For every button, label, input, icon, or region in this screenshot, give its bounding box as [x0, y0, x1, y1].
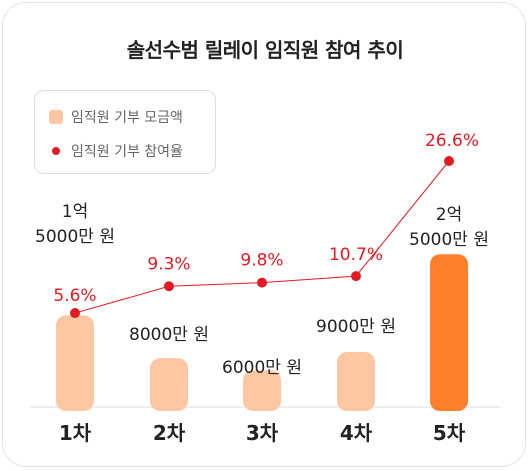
- legend-label-bars: 임직원 기부 모금액: [71, 110, 183, 126]
- bar-value-label-2: 8000만 원: [129, 325, 209, 345]
- bar-value-label-5-line1: 2억: [436, 205, 462, 225]
- line-value-label-5: 26.6%: [425, 131, 479, 151]
- line-value-label-2: 9.3%: [147, 254, 190, 274]
- line-point-3: [257, 277, 267, 288]
- bar-value-label-4: 9000만 원: [316, 317, 396, 337]
- bar-2: [150, 358, 188, 411]
- bar-4: [337, 352, 375, 411]
- legend-marker-line: [52, 147, 60, 155]
- line-point-5: [444, 156, 454, 166]
- x-tick-label-2: 2차: [153, 421, 186, 445]
- line-value-label-1: 5.6%: [53, 286, 96, 306]
- bar-1: [56, 315, 94, 411]
- bar-5: [430, 254, 468, 411]
- bar-value-label-1-line2: 5000만 원: [35, 227, 115, 247]
- legend-item-bars: 임직원 기부 모금액: [49, 107, 183, 127]
- line-value-label-3: 9.8%: [240, 251, 283, 271]
- bar-value-label-5-line2: 5000만 원: [409, 230, 489, 250]
- participation-line: [74, 160, 450, 314]
- bar-value-label-3: 6000만 원: [222, 358, 302, 378]
- bar-value-label-1-line1: 1억: [62, 202, 88, 222]
- x-tick-label-1: 1차: [59, 421, 92, 445]
- x-tick-label-5: 5차: [433, 421, 466, 445]
- bar-3: [243, 370, 281, 411]
- chart-title: 솔선수범 릴레이 임직원 참여 추이: [126, 38, 404, 62]
- x-tick-label-4: 4차: [340, 421, 373, 445]
- x-tick-label-3: 3차: [246, 421, 279, 445]
- legend-item-line: 임직원 기부 참여율: [49, 141, 183, 161]
- legend-label-line: 임직원 기부 참여율: [71, 144, 183, 160]
- legend-swatch-bar: [49, 110, 63, 124]
- line-value-label-4: 10.7%: [329, 245, 383, 265]
- line-point-4: [351, 271, 361, 282]
- legend: 임직원 기부 모금액 임직원 기부 참여율: [34, 90, 216, 174]
- line-point-1: [70, 308, 80, 319]
- line-point-2: [164, 281, 174, 292]
